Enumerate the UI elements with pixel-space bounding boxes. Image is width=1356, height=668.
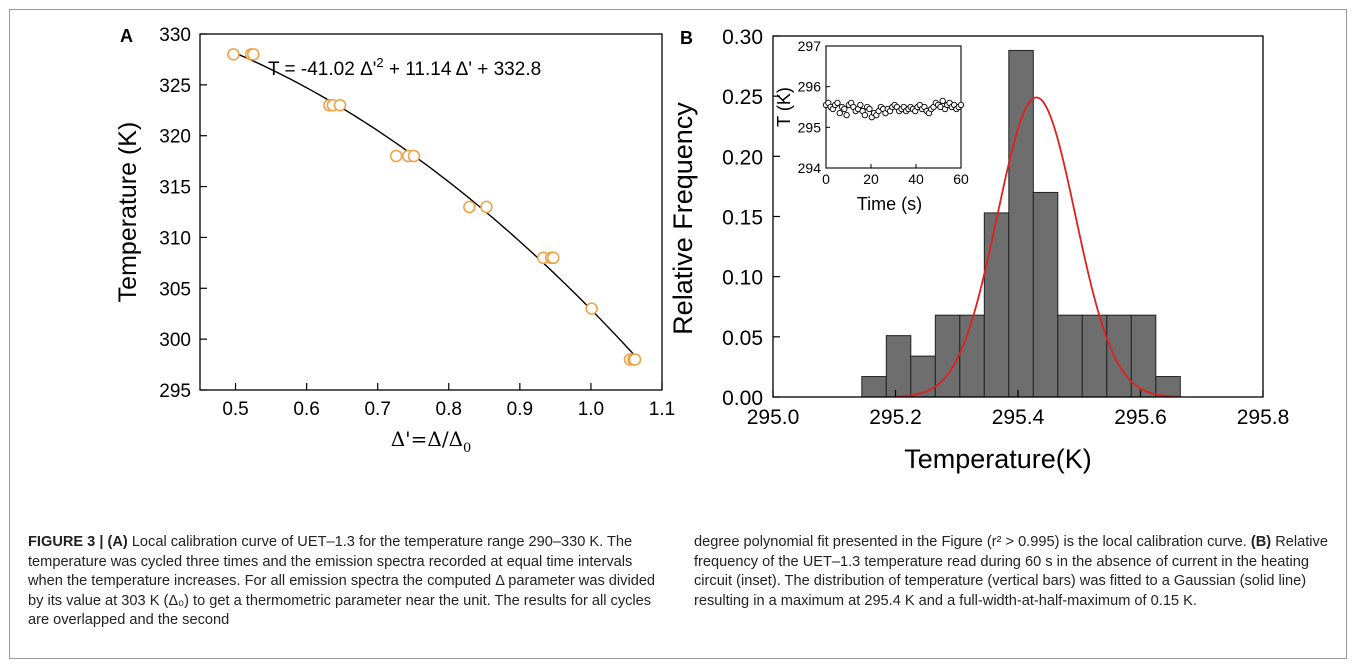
- caption-label-b: (B): [1250, 534, 1272, 550]
- data-point-a: [463, 200, 476, 214]
- histogram-bar: [885, 335, 912, 398]
- y-tick-label-b: 0.00: [722, 387, 763, 410]
- data-point-a: [227, 48, 240, 61]
- inset-data-point: [834, 99, 841, 107]
- inset-chart: 0 20 40 60 294 295 296 297 Time (s) T (K): [774, 38, 969, 214]
- histogram-bar: [983, 212, 1010, 398]
- y-tick-label-a: 325: [159, 76, 191, 97]
- x-axis-label-a-main: Δ'=Δ/Δ: [391, 427, 463, 451]
- data-point-a: [585, 302, 598, 315]
- caption-right: degree polynomial fit presented in the F…: [694, 533, 1334, 611]
- inset-x-tick-label: 20: [863, 171, 879, 187]
- equation-part-2: + 11.14 Δ' + 332.8: [384, 59, 542, 80]
- equation-part-1: T = -41.02 Δ': [268, 59, 376, 80]
- y-tick-label-b: 0.25: [722, 86, 763, 109]
- inset-data-point: [939, 97, 946, 105]
- inset-data-point: [843, 111, 850, 119]
- x-tick-label-b: 295.6: [1114, 406, 1167, 429]
- data-point-a: [247, 48, 260, 61]
- x-tick-label-a: 0.7: [364, 399, 390, 420]
- inset-y-tick-label: 294: [798, 160, 822, 176]
- y-tick-label-a: 295: [159, 381, 191, 402]
- caption-right-text: degree polynomial fit presented in the F…: [694, 533, 1334, 611]
- caption-left-text: FIGURE 3 | (A) Local calibration curve o…: [28, 533, 664, 631]
- panel-b: 295.0 295.2 295.4 295.6 295.8 0.00 0.05 0.10 0.1…: [668, 26, 1289, 474]
- data-point-a: [480, 200, 493, 214]
- inset-x-axis-label: Time (s): [857, 194, 922, 214]
- y-tick-label-b: 0.10: [722, 267, 763, 290]
- panel-label-a: A: [120, 26, 133, 46]
- plot-a-frame: [199, 33, 663, 391]
- histogram-bar: [861, 376, 887, 398]
- y-tick-label-a: 300: [159, 330, 191, 351]
- inset-data-point: [841, 105, 848, 113]
- caption-left-body: Local calibration curve of UET–1.3 for t…: [28, 534, 656, 629]
- y-tick-label-b: 0.30: [722, 26, 763, 49]
- y-tick-label-b: 0.20: [722, 146, 763, 169]
- inset-data-point: [836, 109, 843, 117]
- histogram-bar: [1008, 49, 1034, 398]
- panel-a: 0.5 0.6 0.7 0.8 0.9 1.0 1.1 295 300 305 310 315 320 3…: [114, 25, 675, 456]
- gaussian-fit-curve: [895, 96, 1178, 398]
- inset-y-tick-label: 297: [798, 38, 822, 54]
- y-axis-label-b: Relative Frequency: [668, 102, 698, 335]
- x-axis-label-a: Δ'=Δ/Δ0: [391, 427, 472, 456]
- histogram-bar: [1057, 314, 1083, 398]
- y-tick-label-a: 315: [159, 178, 191, 199]
- data-point-a: [628, 353, 642, 366]
- x-tick-label-a: 0.5: [222, 399, 248, 420]
- x-tick-label-b: 295.8: [1237, 406, 1290, 429]
- inset-x-tick-label: 60: [953, 171, 969, 187]
- y-tick-label-a: 330: [159, 25, 191, 46]
- inset-x-tick-label: 0: [822, 171, 830, 187]
- y-tick-label-b: 0.05: [722, 327, 763, 350]
- x-tick-label-a: 0.9: [507, 399, 533, 420]
- x-tick-label-a: 1.0: [578, 399, 604, 420]
- equation-superscript: 2: [376, 55, 383, 70]
- x-tick-label-b: 295.2: [869, 406, 922, 429]
- data-point-a: [407, 149, 421, 163]
- figure-charts: 0.5 0.6 0.7 0.8 0.9 1.0 1.1 295 300 305 310 315 320 3…: [114, 25, 1289, 474]
- equation-annotation-a: T = -41.02 Δ'2 + 11.14 Δ' + 332.8: [268, 55, 541, 80]
- data-point-a: [333, 98, 347, 112]
- y-tick-label-b: 0.15: [722, 207, 763, 230]
- figure-frame: [9, 9, 1347, 659]
- histogram-bar: [1032, 191, 1059, 398]
- histogram-bar: [910, 355, 936, 398]
- histogram-bar: [1106, 314, 1132, 398]
- x-axis-label-b: Temperature(K): [904, 444, 1092, 474]
- inset-x-tick-label: 40: [908, 171, 924, 187]
- inset-data-point: [866, 105, 873, 113]
- y-axis-label-a: Temperature (K): [114, 122, 142, 303]
- x-tick-label-a: 1.1: [649, 399, 675, 420]
- inset-y-axis-label: T (K): [774, 87, 794, 127]
- inset-data-point: [857, 101, 864, 109]
- caption-left: FIGURE 3 | (A) Local calibration curve o…: [28, 533, 664, 631]
- histogram-bar: [959, 314, 985, 398]
- y-tick-label-a: 310: [159, 228, 191, 249]
- data-point-a: [547, 251, 560, 265]
- inset-y-tick-label: 295: [798, 119, 822, 135]
- x-tick-label-a: 0.8: [436, 399, 462, 420]
- caption-right-body-2: Relative frequency of the UET–1.3 temper…: [694, 534, 1328, 609]
- data-point-a: [389, 149, 403, 163]
- x-tick-label-b: 295.4: [992, 406, 1045, 429]
- x-axis-label-a-sub: 0: [463, 441, 471, 456]
- histogram-bar: [1155, 376, 1181, 398]
- inset-data-point: [861, 111, 869, 119]
- x-tick-label-b: 295.0: [747, 406, 800, 429]
- caption-label-a: FIGURE 3 | (A): [28, 534, 128, 550]
- y-tick-label-a: 320: [159, 127, 191, 148]
- inset-data-point: [957, 101, 965, 109]
- caption-right-body-1: degree polynomial fit presented in the F…: [694, 534, 1251, 550]
- x-tick-label-a: 0.6: [293, 399, 319, 420]
- fit-curve-a: [235, 52, 635, 355]
- y-tick-label-a: 305: [159, 279, 191, 300]
- inset-y-tick-label: 296: [798, 79, 822, 95]
- panel-label-b: B: [680, 28, 693, 48]
